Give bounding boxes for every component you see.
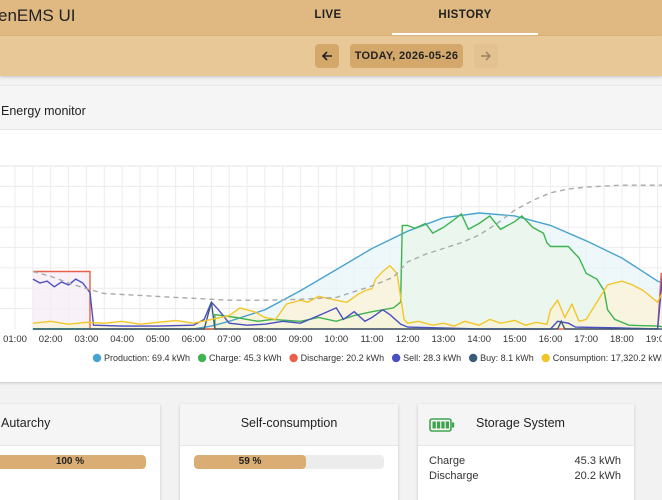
legend-item[interactable]: Consumption: 17,320.2 kWh — [541, 353, 662, 363]
legend-label: Buy: 8.1 kWh — [480, 353, 534, 363]
storage-system-title: Storage System — [476, 416, 565, 430]
x-tick-label: 09:00 — [289, 334, 313, 345]
storage-discharge-label: Discharge — [429, 470, 479, 482]
series-line-6 — [32, 184, 662, 301]
x-tick-label: 01:00 — [3, 334, 27, 345]
legend-label: Consumption: 17,320.2 kWh — [553, 353, 662, 363]
legend-marker — [391, 353, 401, 363]
legend-marker — [289, 353, 298, 363]
legend-label: Discharge: 20.2 kWh — [301, 353, 385, 363]
x-tick-label: 18:00 — [610, 334, 634, 345]
x-tick-label: 16:00 — [539, 334, 563, 345]
x-tick-label: 11:00 — [360, 334, 383, 345]
x-tick-label: 02:00 — [39, 334, 63, 345]
next-day-button[interactable] — [474, 44, 498, 68]
legend-item[interactable]: Production: 69.4 kWh — [92, 353, 190, 363]
previous-day-button[interactable] — [315, 44, 339, 68]
x-tick-label: 08:00 — [253, 334, 277, 345]
legend-label: Production: 69.4 kWh — [104, 353, 190, 363]
x-tick-label: 04:00 — [110, 334, 134, 345]
x-tick-label: 13:00 — [432, 334, 456, 345]
storage-system-header: Storage System — [418, 404, 634, 446]
energy-monitor-card: Energy monitor 01:00 02:00 03:00 04:00 05:00… — [0, 86, 662, 382]
tab-live[interactable]: LIVE — [314, 9, 342, 21]
autarchy-progress-track: 100 % — [0, 455, 146, 469]
legend-marker — [468, 353, 478, 363]
x-tick-label: 06:00 — [182, 334, 206, 345]
self-consumption-header: Self-consumption — [180, 404, 398, 446]
date-selector[interactable]: TODAY, 2026-05-26 — [350, 44, 463, 68]
series-line-5 — [32, 264, 662, 327]
arrow-left-icon — [321, 51, 332, 61]
tab-history[interactable]: HISTORY — [438, 9, 492, 21]
app-bar: enEMS UI LIVE HISTORY — [0, 0, 662, 36]
legend-marker — [92, 353, 102, 363]
x-tick-label: 14:00 — [467, 334, 491, 345]
self-consumption-progress-fill — [194, 455, 307, 469]
x-tick-label: 12:00 — [396, 334, 420, 345]
self-consumption-card: Self-consumption 59 % — [180, 404, 398, 500]
legend-item[interactable]: Charge: 45.3 kWh — [197, 353, 282, 363]
autarchy-title: Autarchy — [1, 416, 51, 430]
x-tick-label: 15:00 — [503, 334, 527, 345]
legend-label: Sell: 28.3 kWh — [403, 353, 461, 363]
series-line-3 — [32, 273, 662, 330]
series-line-1 — [32, 212, 662, 330]
legend-item[interactable]: Sell: 28.3 kWh — [391, 353, 461, 363]
date-navigation-bar: TODAY, 2026-05-26 — [0, 36, 662, 76]
energy-chart: 01:00 02:00 03:00 04:00 05:00 06:00 07:00 08:00… — [0, 165, 662, 363]
storage-charge-label: Charge — [429, 455, 466, 467]
self-consumption-progress-label: 59 % — [238, 456, 262, 467]
legend-label: Charge: 45.3 kWh — [209, 353, 282, 363]
legend-item[interactable]: Buy: 8.1 kWh — [468, 353, 534, 363]
x-tick-label: 03:00 — [75, 334, 99, 345]
battery-icon — [429, 418, 455, 432]
legend-marker — [541, 353, 550, 363]
autarchy-header: Autarchy — [0, 404, 160, 446]
self-consumption-title: Self-consumption — [240, 416, 338, 430]
x-tick-label: 10:00 — [324, 334, 348, 345]
app-title: enEMS UI — [0, 6, 76, 25]
active-tab-indicator — [392, 33, 538, 35]
series-line-4 — [32, 302, 662, 330]
self-consumption-progress-track: 59 % — [194, 455, 384, 469]
storage-system-card: Storage System Charge 45.3 kWh Discharge… — [418, 404, 634, 500]
storage-charge-value: 45.3 kWh — [574, 455, 621, 467]
series-area-1 — [32, 213, 662, 329]
autarchy-progress-fill — [0, 455, 146, 469]
legend-marker — [197, 353, 207, 363]
energy-monitor-title: Energy monitor — [1, 104, 86, 118]
arrow-right-icon — [481, 51, 491, 61]
x-tick-label: 05:00 — [146, 334, 170, 345]
storage-discharge-value: 20.2 kWh — [574, 470, 621, 482]
x-tick-label: 07:00 — [217, 334, 241, 345]
x-tick-label: 17:00 — [574, 334, 598, 345]
x-tick-label: 19:00 — [646, 334, 662, 345]
legend-item[interactable]: Discharge: 20.2 kWh — [289, 353, 384, 363]
autarchy-progress-label: 100 % — [55, 456, 85, 467]
energy-monitor-header: Energy monitor — [0, 86, 662, 130]
autarchy-card: Autarchy 100 % — [0, 404, 160, 500]
